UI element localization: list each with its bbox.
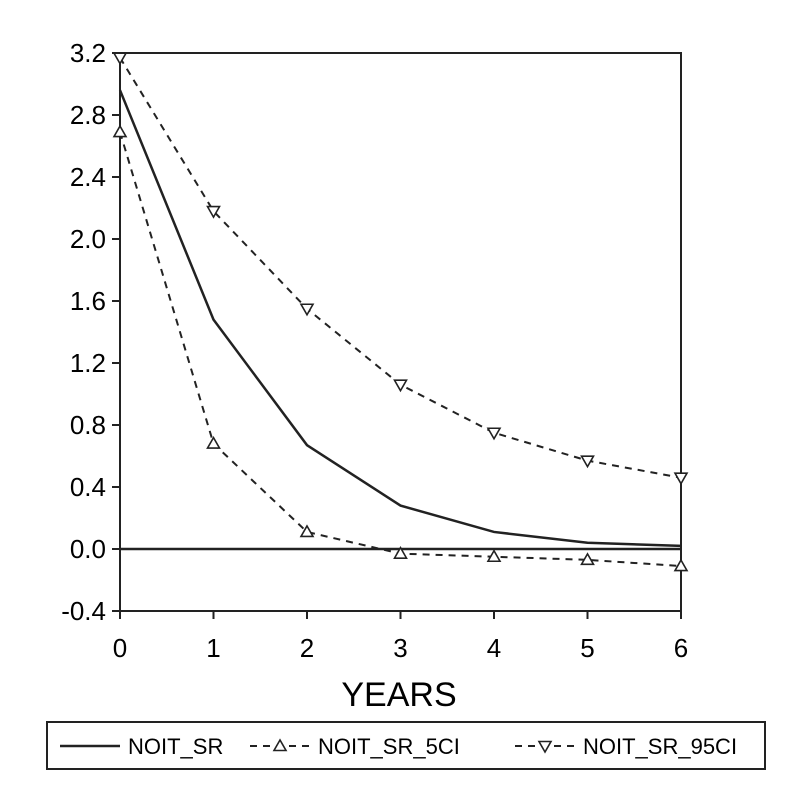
data-point [580, 552, 595, 566]
y-tick-label: 0.0 [70, 534, 106, 564]
y-axis: 3.2 2.8 2.4 2.0 1.6 1.2 0.8 0.4 0.0 -0.4 [61, 38, 120, 626]
legend-box [46, 721, 766, 770]
series-layer [112, 52, 689, 572]
x-axis: 0 1 2 3 4 5 6 [113, 611, 688, 663]
series-line [119, 57, 682, 479]
y-tick-label: 2.4 [70, 162, 106, 192]
legend-entry: NOIT_SR [60, 734, 223, 759]
data-point [393, 379, 408, 393]
data-point [673, 472, 689, 486]
legend: NOIT_SR NOIT_SR_5CI NOIT_SR_95CI [60, 734, 737, 759]
data-point [393, 546, 408, 559]
data-point [486, 427, 502, 441]
y-tick-label: 2.0 [70, 224, 106, 254]
legend-label: NOIT_SR_95CI [583, 734, 737, 759]
data-point [206, 205, 221, 219]
data-point [673, 558, 689, 572]
plot-frame [119, 52, 682, 612]
series-noit-sr-5ci [112, 124, 689, 572]
legend-marker [272, 738, 288, 752]
data-point [299, 524, 315, 538]
y-tick-label: 0.8 [70, 410, 106, 440]
series-noit-sr [118, 89, 682, 548]
data-point [206, 435, 221, 449]
x-tick-label: 5 [580, 633, 594, 663]
x-tick-label: 6 [674, 633, 688, 663]
legend-entry: NOIT_SR_5CI [250, 734, 460, 759]
legend-label: NOIT_SR_5CI [318, 734, 460, 759]
y-tick-label: -0.4 [61, 596, 106, 626]
legend-label: NOIT_SR [128, 734, 223, 759]
y-tick-label: 2.8 [70, 100, 106, 130]
data-point [299, 303, 315, 317]
series-noit-sr-95ci [112, 52, 689, 486]
y-tick-label: 1.6 [70, 286, 106, 316]
y-tick-label: 3.2 [70, 38, 106, 68]
data-point [112, 52, 128, 66]
data-point [580, 455, 595, 469]
legend-marker [537, 740, 553, 754]
x-axis-title: YEARS [341, 676, 456, 714]
legend-entry: NOIT_SR_95CI [515, 734, 737, 759]
y-tick-label: 1.2 [70, 348, 106, 378]
data-point [486, 549, 502, 563]
x-tick-label: 4 [487, 633, 501, 663]
y-tick-label: 0.4 [70, 472, 106, 502]
x-tick-label: 2 [300, 633, 314, 663]
series-line [118, 89, 682, 548]
x-tick-label: 3 [393, 633, 407, 663]
data-point [112, 124, 128, 138]
x-tick-label: 1 [206, 633, 220, 663]
x-tick-label: 0 [113, 633, 127, 663]
